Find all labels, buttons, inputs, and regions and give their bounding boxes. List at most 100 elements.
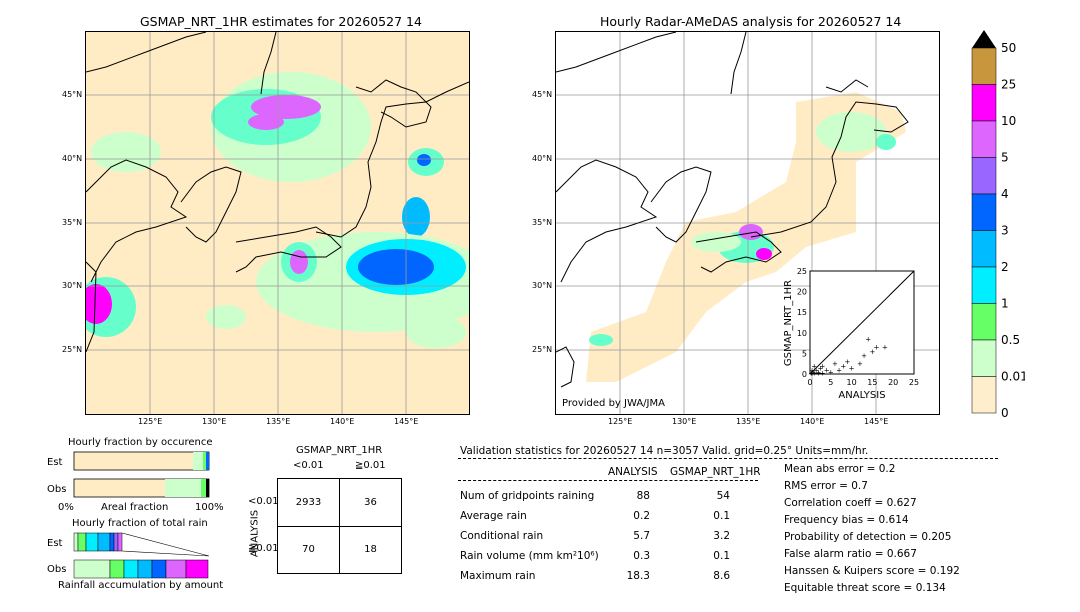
radar-credit: Provided by JWA/JMA <box>562 398 665 409</box>
contingency-row-ge: ≧0.01 <box>248 543 279 554</box>
colorbar-segment <box>971 339 997 377</box>
scatter-xtick: 10 <box>847 378 857 387</box>
validation-row-analysis: 0.2 <box>633 510 650 522</box>
left-lat-tick-25: 25°N <box>62 345 83 354</box>
scatter-ytick: 20 <box>797 288 807 297</box>
right-lat-tick-45: 45°N <box>532 90 553 99</box>
scatter-point: + <box>861 352 867 360</box>
occurrence-est-blue <box>206 452 209 470</box>
left-lon-tick-130: 130°E <box>202 417 227 426</box>
occurrence-title: Hourly fraction by occurence <box>68 437 213 448</box>
scatter-point: + <box>811 370 817 378</box>
contingency-row-lt: <0.01 <box>248 496 279 507</box>
scatter-xtick: 15 <box>867 378 877 387</box>
right-lat-tick-40: 40°N <box>532 154 553 163</box>
colorbar-label: 0.01 <box>1001 370 1025 384</box>
left-map <box>85 31 470 415</box>
left-rain-fields <box>86 72 469 348</box>
score-hk: Hanssen & Kuipers score = 0.192 <box>784 565 960 577</box>
left-lon-tick-145: 145°E <box>394 417 419 426</box>
scatter-point: + <box>845 358 851 366</box>
scatter-point: + <box>820 370 826 378</box>
contingency-col-ge: ≧0.01 <box>355 460 386 471</box>
scatter-point: + <box>849 364 855 372</box>
colorbar-segment <box>971 84 997 122</box>
scatter-point: + <box>815 369 821 377</box>
colorbar: 50 25 10 5 4 3 2 1 0.5 0.01 0 <box>971 30 1025 418</box>
validation-row-gsmap: 8.6 <box>713 570 730 582</box>
right-map-canvas <box>556 32 939 414</box>
scatter-xtick: 20 <box>888 378 898 387</box>
scatter-xlabel: ANALYSIS <box>838 390 885 401</box>
scatter-point: + <box>813 366 819 374</box>
left-map-title: GSMAP_NRT_1HR estimates for 20260527 14 <box>140 14 422 29</box>
left-lat-tick-45: 45°N <box>62 90 83 99</box>
scatter-point: + <box>840 362 846 370</box>
right-lon-tick-130: 130°E <box>672 417 697 426</box>
scatter-point: + <box>869 348 875 356</box>
scatter-point: + <box>815 368 821 376</box>
contingency-grid: 2933 36 70 18 <box>277 478 402 574</box>
occurrence-est-label: Est <box>47 457 63 468</box>
score-correlation: Correlation coeff = 0.627 <box>784 497 917 509</box>
right-lat-tick-25: 25°N <box>532 345 553 354</box>
left-coastline <box>86 32 469 353</box>
scatter-ylabel: GSMAP_NRT_1HR <box>783 280 794 366</box>
occurrence-bars <box>73 451 210 498</box>
scatter-ytick: 10 <box>797 329 807 338</box>
occurrence-est-light <box>193 452 203 470</box>
occurrence-obs-light <box>165 479 201 497</box>
colorbar-segment <box>971 120 997 158</box>
colorbar-segment <box>971 157 997 195</box>
scatter-point: + <box>874 344 880 352</box>
occurrence-axis-left: 0% <box>58 502 74 513</box>
colorbar-segments <box>971 47 997 414</box>
left-lat-tick-40: 40°N <box>62 154 83 163</box>
colorbar-label: 1 <box>1001 297 1009 311</box>
left-map-canvas <box>86 32 469 414</box>
colorbar-label: 2 <box>1001 260 1009 274</box>
contingency-cell-d: 18 <box>364 544 377 555</box>
validation-row-gsmap: 0.1 <box>713 510 730 522</box>
contingency-cell-c: 70 <box>302 544 315 555</box>
right-coastline <box>556 32 909 388</box>
right-lon-tick-145: 145°E <box>864 417 889 426</box>
colorbar-label: 5 <box>1001 151 1009 165</box>
scatter-points: +++++++++++++++++++ ++++++ <box>808 335 888 378</box>
validation-row-gsmap: 0.1 <box>713 550 730 562</box>
right-lat-tick-35: 35°N <box>532 218 553 227</box>
scatter-point: + <box>857 360 863 368</box>
colorbar-extend-arrow <box>972 30 996 48</box>
validation-col-gsmap: GSMAP_NRT_1HR <box>670 466 761 478</box>
validation-row-analysis: 5.7 <box>633 530 650 542</box>
left-gridlines <box>86 32 469 414</box>
scatter-ytick: 25 <box>797 267 807 276</box>
total-rain-est-label: Est <box>47 538 63 549</box>
left-lon-tick-125: 125°E <box>138 417 163 426</box>
scatter-point: + <box>810 368 816 376</box>
colorbar-label: 10 <box>1001 114 1016 128</box>
right-lon-tick-140: 140°E <box>800 417 825 426</box>
score-mae: Mean abs error = 0.2 <box>784 463 896 475</box>
scatter-point: + <box>808 369 814 377</box>
scatter-point: + <box>811 362 817 370</box>
contingency-title: GSMAP_NRT_1HR <box>296 445 383 456</box>
scatter-point: + <box>832 360 838 368</box>
scatter-ytick: 5 <box>802 349 807 358</box>
validation-row-label: Rain volume (mm km²10⁶) <box>460 550 599 562</box>
validation-col-divider <box>458 480 758 481</box>
colorbar-label: 3 <box>1001 224 1009 238</box>
colorbar-label: 25 <box>1001 78 1016 92</box>
right-lon-tick-135: 135°E <box>736 417 761 426</box>
occurrence-est-green <box>203 452 206 470</box>
validation-row-label: Num of gridpoints raining <box>460 490 595 502</box>
colorbar-segment <box>971 266 997 304</box>
total-rain-bars <box>73 532 210 579</box>
colorbar-segment <box>971 376 997 414</box>
right-map-title: Hourly Radar-AMeDAS analysis for 2026052… <box>600 14 902 29</box>
validation-divider <box>458 458 998 459</box>
validation-row-label: Conditional rain <box>460 530 544 542</box>
scatter-point: + <box>809 370 815 378</box>
validation-row-label: Average rain <box>460 510 527 522</box>
total-rain-footer: Rainfall accumulation by amount <box>58 580 224 591</box>
